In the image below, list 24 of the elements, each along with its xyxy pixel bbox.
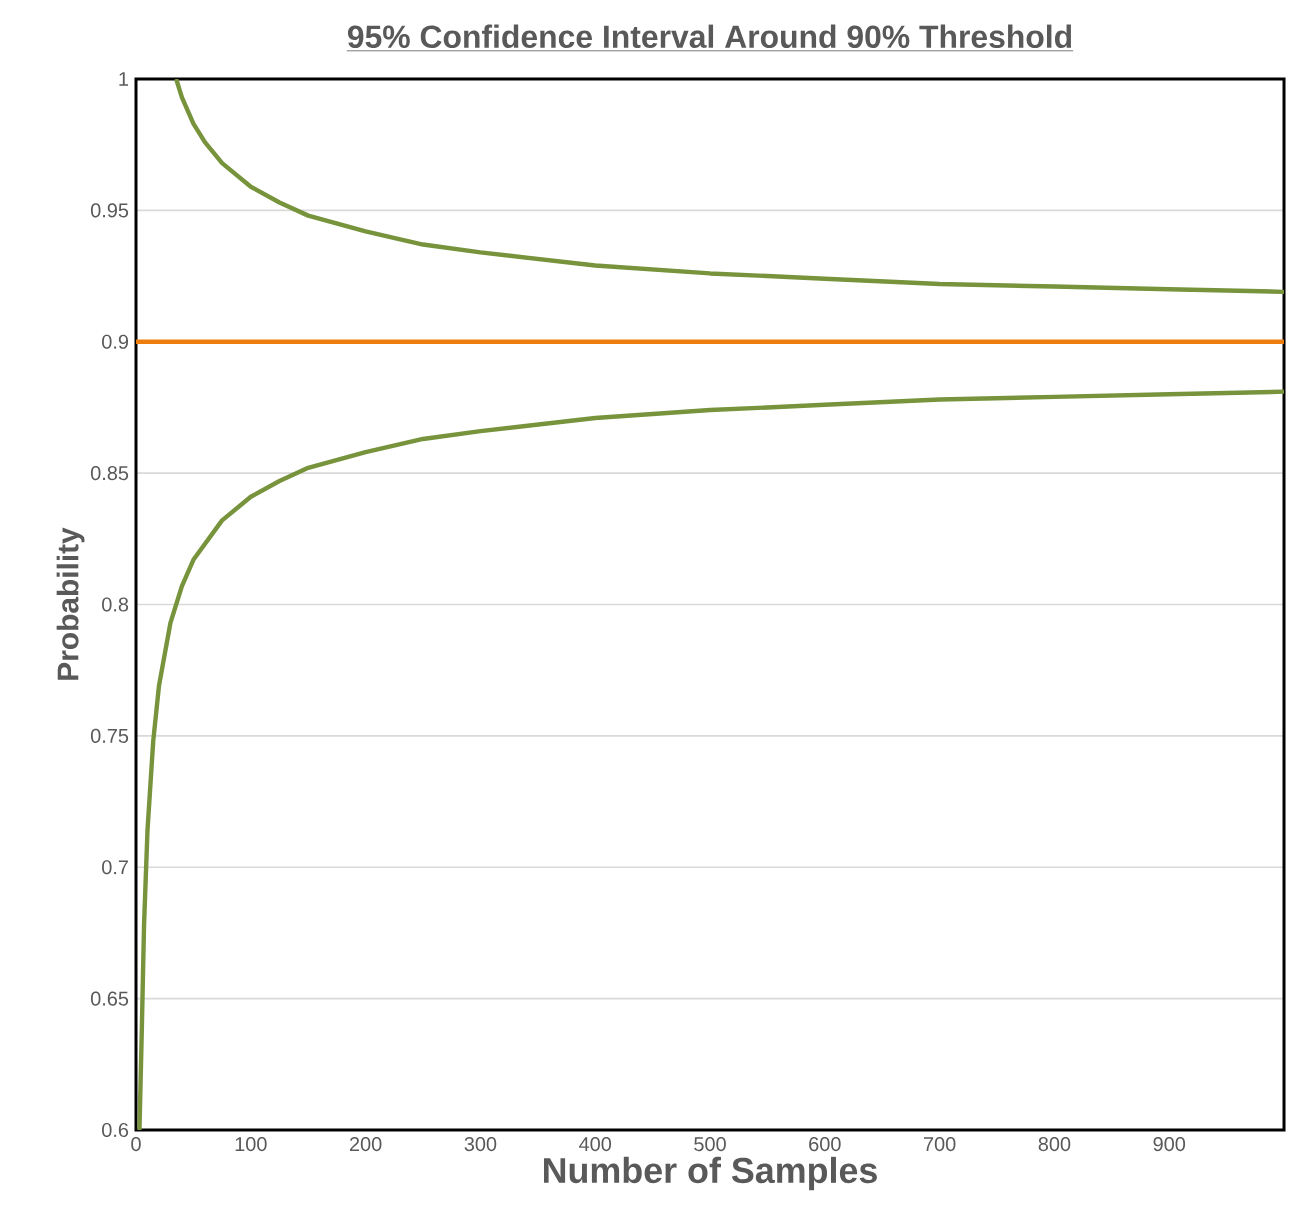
line-series — [137, 389, 1285, 1130]
x-tick-label: 300 — [464, 1137, 497, 1152]
y-axis-title: Probability — [56, 527, 85, 680]
y-tick-label: 0.75 — [90, 728, 129, 743]
line-series — [173, 78, 1285, 295]
x-tick-label: 700 — [924, 1137, 956, 1152]
y-tick-label: 0.65 — [90, 991, 129, 1006]
x-tick-label: 0 — [131, 1137, 141, 1152]
y-tick-label: 0.85 — [90, 466, 129, 481]
y-tick-label: 0.95 — [90, 203, 129, 218]
x-tick-label: 600 — [809, 1137, 841, 1152]
x-tick-label: 900 — [1153, 1137, 1186, 1152]
y-tick-label: 0.6 — [102, 1122, 129, 1138]
chart-title: 95% Confidence Interval Around 90% Threshold — [347, 24, 1072, 49]
x-tick-label: 500 — [694, 1137, 726, 1152]
x-tick-label: 100 — [235, 1137, 267, 1152]
x-tick-label: 200 — [349, 1137, 382, 1152]
x-tick-label: 800 — [1038, 1137, 1071, 1152]
x-axis-title: Number of Samples — [544, 1156, 877, 1191]
x-tick-label: 400 — [579, 1137, 612, 1152]
y-tick-label: 0.7 — [102, 860, 128, 875]
y-tick-label: 0.8 — [102, 597, 129, 612]
y-tick-label: 0.9 — [102, 334, 129, 349]
y-tick-label: 1 — [119, 72, 128, 86]
